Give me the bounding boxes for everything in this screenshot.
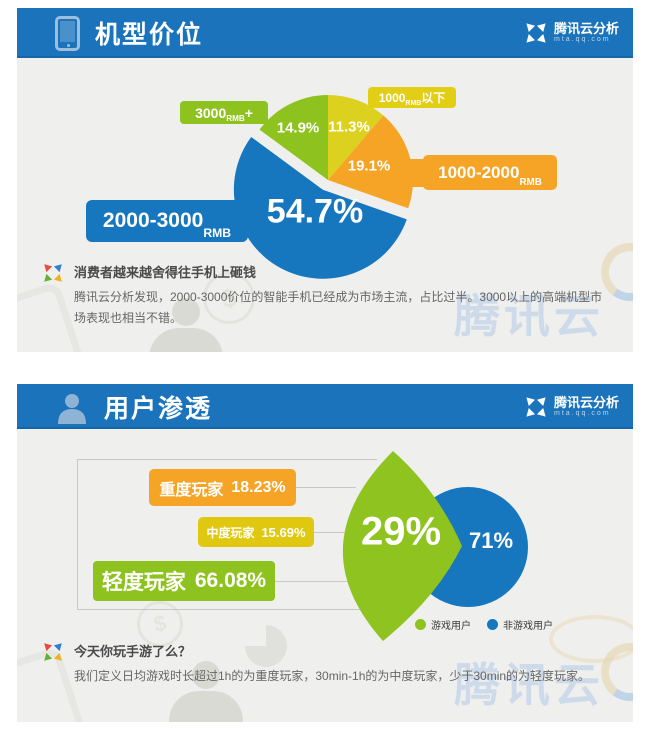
heavy-connector-line (296, 487, 356, 488)
mta-color-pinwheel-icon (44, 264, 62, 282)
bracket-left-line (77, 459, 78, 609)
badge-1000-2000-main: 1000-2000 (438, 162, 520, 182)
badge-1000-2000-unit: RMB (519, 177, 542, 189)
brand-logo-2: 腾讯云分析 mta.qq.com (524, 395, 619, 419)
brand-logo: 腾讯云分析 mta.qq.com (524, 21, 619, 45)
panel1-title: 机型价位 (95, 21, 204, 49)
panel2-note: 今天你玩手游了么？ 我们定义日均游戏时长超过1h的为重度玩家，30min-1h的… (42, 641, 622, 687)
panel2-header: 用户渗透 腾讯云分析 mta.qq.com (17, 384, 633, 429)
mta-color-pinwheel-icon (44, 643, 62, 661)
gamer-leaf-shape (342, 451, 462, 641)
badge-light-players: 轻度玩家 66.08% (93, 561, 275, 601)
panel1-header: 机型价位 腾讯云分析 mta.qq.com (17, 8, 633, 58)
brand-name: 腾讯云分析 (553, 21, 619, 36)
slice-label-3000plus: 14.9% (276, 119, 320, 137)
person-watermark (169, 661, 243, 722)
person-watermark (149, 298, 223, 352)
bracket-top-line (77, 459, 377, 460)
panel-user-penetration: 用户渗透 腾讯云分析 mta.qq.com $ 腾讯云 (17, 384, 633, 722)
badge-3000plus-suffix: + (244, 104, 253, 121)
price-pie-chart (233, 95, 413, 279)
person-icon (58, 393, 86, 424)
brand-domain: mta.qq.com (553, 36, 611, 44)
legend-item-non-gamer: 非游戏用户 (487, 617, 553, 632)
panel2-title: 用户渗透 (104, 394, 213, 423)
heavy-players-label: 重度玩家 (159, 481, 224, 499)
badge-under1000-suffix: 以下 (421, 91, 446, 105)
heavy-players-value: 18.23% (231, 478, 286, 496)
badge-under1000: 1000 RMB 以下 (368, 87, 456, 108)
panel1-body: $ 腾讯云 11.3% 19.1% 54.7% 14.9% 3000 RMB + 1… (17, 58, 633, 352)
gamer-legend-label: 游戏用户 (431, 621, 471, 632)
badge-medium-players: 中度玩家 15.69% (198, 517, 314, 547)
cloud-watermark-text: 腾讯云 (454, 659, 604, 711)
mta-pinwheel-icon (526, 396, 546, 417)
medium-connector-line (314, 532, 352, 533)
panel2-note-title: 今天你玩手游了么？ (74, 644, 192, 659)
slice-label-1000-2000: 19.1% (347, 157, 391, 175)
medium-players-value: 15.69% (261, 524, 306, 540)
slice-label-under1000: 11.3% (328, 118, 370, 136)
light-players-label: 轻度玩家 (101, 571, 186, 594)
light-connector-line (275, 581, 355, 582)
pie-watermark (245, 625, 287, 667)
pie-slice-1000RMB以下 (328, 95, 384, 180)
non-gamer-percentage: 71% (468, 528, 514, 553)
badge-3000plus: 3000 RMB + (180, 101, 268, 124)
mta-pinwheel-icon (526, 23, 546, 43)
gamer-percentage: 29% (360, 509, 442, 554)
badge-under1000-unit: RMB (405, 99, 422, 107)
cloud-outline-watermark (549, 615, 633, 663)
pie-slice-3000RMB+ (259, 95, 328, 180)
legend: 游戏用户 非游戏用户 (415, 617, 553, 632)
non-gamer-legend-label: 非游戏用户 (503, 621, 553, 632)
panel2-body: $ 腾讯云 29% 71% 重度玩家 18.23% (17, 429, 633, 722)
orange-callout-connector (385, 159, 429, 187)
panel1-note-body: 腾讯云分析发现，2000-3000价位的智能手机已经成为市场主流，占比过半。30… (74, 290, 603, 325)
penetration-chart (342, 451, 528, 641)
light-players-value: 66.08% (194, 569, 267, 592)
medium-players-label: 中度玩家 (206, 525, 255, 540)
badge-under1000-main: 1000 (378, 90, 406, 105)
badge-heavy-players: 重度玩家 18.23% (149, 469, 296, 506)
badge-3000plus-main: 3000 (195, 104, 227, 121)
non-gamer-legend-dot (487, 619, 498, 630)
badge-1000-2000: 1000-2000 RMB (423, 155, 557, 190)
panel-phone-price: 机型价位 腾讯云分析 mta.qq.com $ 腾讯云 (17, 8, 633, 352)
badge-2000-3000-main: 2000-3000 (102, 209, 204, 232)
badge-3000plus-unit: RMB (226, 113, 245, 123)
panel1-note: 消费者越来越舍得往手机上砸钱 腾讯云分析发现，2000-3000价位的智能手机已… (42, 262, 611, 329)
bracket-bottom-line (77, 609, 370, 610)
phone-icon (55, 15, 80, 51)
pie-slice-2000-3000RMB (233, 136, 407, 279)
badge-2000-3000-unit: RMB (203, 225, 232, 240)
badge-2000-3000: 2000-3000 RMB (86, 200, 248, 242)
slice-label-2000-3000: 54.7% (266, 192, 364, 231)
brand-name: 腾讯云分析 (553, 394, 619, 410)
panel1-note-title: 消费者越来越舍得往手机上砸钱 (74, 265, 257, 280)
brand-domain: mta.qq.com (553, 409, 611, 417)
cloud-watermark-text: 腾讯云 (454, 290, 604, 342)
panel2-note-body: 我们定义日均游戏时长超过1h的为重度玩家，30min-1h的为中度玩家，少于30… (74, 669, 591, 683)
legend-item-gamer: 游戏用户 (415, 617, 471, 632)
gamer-legend-dot (415, 619, 426, 630)
